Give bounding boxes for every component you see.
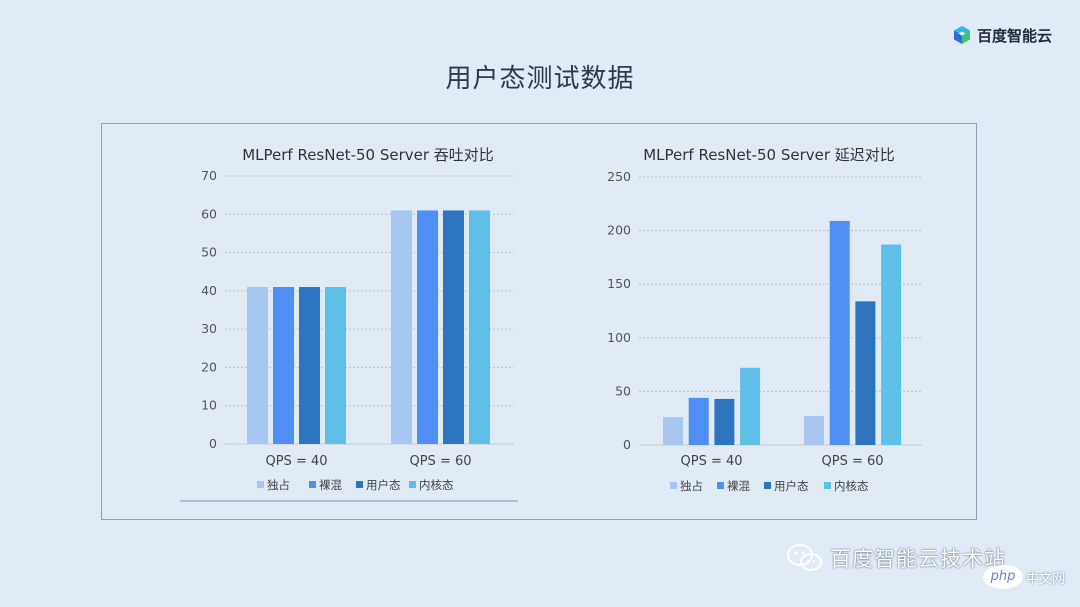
bar <box>273 287 294 444</box>
watermark-text: 百度智能云技术站 <box>830 547 1006 571</box>
legend-swatch <box>309 481 316 488</box>
legend-swatch <box>409 481 416 488</box>
legend-swatch <box>717 482 724 489</box>
bar <box>247 287 268 444</box>
bar <box>325 287 346 444</box>
bar <box>881 244 902 445</box>
brand-name: 百度智能云 <box>977 26 1053 45</box>
latency-chart: MLPerf ResNet-50 Server 延迟对比 0 50 100 150 200… <box>607 146 922 493</box>
y-tick-label: 30 <box>201 321 217 336</box>
brand: 百度智能云 <box>952 22 1052 48</box>
y-tick-label: 50 <box>615 383 631 398</box>
category-label: QPS = 40 <box>681 454 743 469</box>
bar <box>855 301 876 445</box>
bar <box>714 398 735 445</box>
legend-swatch <box>257 481 264 488</box>
slide-title: 用户态测试数据 <box>445 64 635 94</box>
category-label: QPS = 60 <box>409 454 471 469</box>
php-site-text: 中文网 <box>1026 571 1066 587</box>
y-tick-label: 100 <box>607 330 631 345</box>
y-tick-label: 200 <box>607 223 631 238</box>
legend-label: 用户态 <box>366 478 401 492</box>
legend-label: 独占 <box>680 479 703 493</box>
legend-label: 内核态 <box>834 479 869 493</box>
y-tick-label: 60 <box>201 206 217 221</box>
php-badge: php 中文网 <box>983 565 1065 589</box>
y-tick-label: 250 <box>607 169 631 184</box>
category-label: QPS = 60 <box>822 454 884 469</box>
bar <box>688 397 709 445</box>
bar <box>663 417 683 445</box>
legend-swatch <box>824 482 831 489</box>
legend-label: 裸混 <box>727 479 750 493</box>
bar <box>469 210 490 444</box>
legend-swatch <box>356 481 363 488</box>
legend-label: 裸混 <box>319 478 342 492</box>
baidu-cloud-logo-icon <box>954 26 970 44</box>
y-tick-label: 10 <box>201 398 217 413</box>
category-label: QPS = 40 <box>265 454 327 469</box>
y-tick-label: 40 <box>201 283 217 298</box>
charts-panel: MLPerf ResNet-50 Server 吞吐对比 0 10 20 30 40 50 6… <box>101 123 977 520</box>
bar <box>417 210 438 444</box>
legend-swatch <box>670 482 677 489</box>
throughput-chart: MLPerf ResNet-50 Server 吞吐对比 0 10 20 30 40 50 6… <box>180 146 518 502</box>
legend-label: 用户态 <box>774 479 809 493</box>
chart-title: MLPerf ResNet-50 Server 吞吐对比 <box>242 146 494 164</box>
bar <box>443 210 464 444</box>
bar <box>740 367 761 445</box>
chart-title: MLPerf ResNet-50 Server 延迟对比 <box>643 146 895 164</box>
legend-swatch <box>764 482 771 489</box>
y-tick-label: 0 <box>623 437 631 452</box>
y-tick-label: 0 <box>209 436 217 451</box>
php-logo: php <box>983 565 1023 589</box>
bar <box>391 210 412 444</box>
bar <box>804 416 824 445</box>
y-tick-label: 20 <box>201 359 217 374</box>
bar <box>299 287 320 444</box>
y-tick-label: 70 <box>201 168 217 183</box>
bar <box>829 220 850 445</box>
wechat-icon <box>787 544 822 571</box>
y-tick-label: 150 <box>607 276 631 291</box>
legend-label: 内核态 <box>419 478 454 492</box>
watermark: 百度智能云技术站 <box>786 541 1006 575</box>
y-tick-label: 50 <box>201 245 217 260</box>
legend-label: 独占 <box>267 478 290 492</box>
